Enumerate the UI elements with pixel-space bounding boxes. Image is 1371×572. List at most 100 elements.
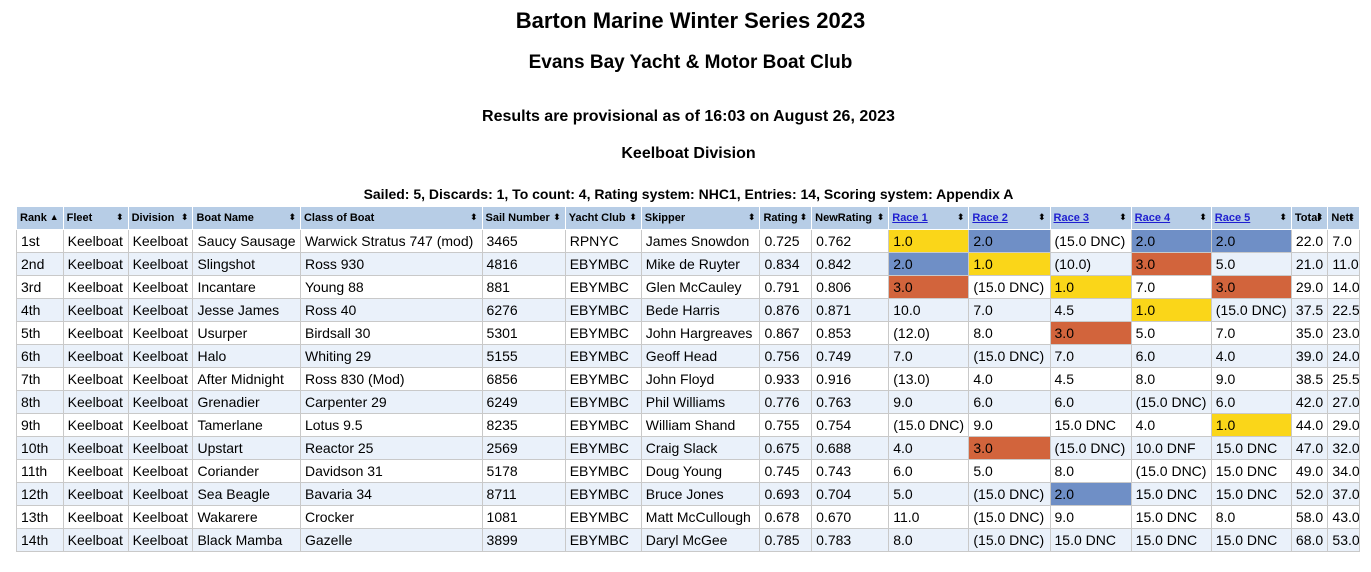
column-header-race-2[interactable]: Race 2 ⬍ [968, 206, 1051, 230]
sort-icon[interactable]: ⬍ [1279, 212, 1287, 222]
cell-race-5: 9.0 [1210, 367, 1292, 391]
cell-boat: Sea Beagle [192, 482, 301, 506]
cell-race-3: 8.0 [1049, 459, 1132, 483]
table-row: 2nd Keelboat Keelboat Slingshot Ross 930 4816… [16, 252, 1360, 276]
cell-club: RPNYC [564, 229, 642, 253]
cell-race-3: 3.0 [1049, 321, 1132, 345]
cell-boat: Incantare [192, 275, 301, 299]
race-link[interactable]: Race 2 [972, 212, 1008, 224]
race-link[interactable]: Race 3 [1053, 212, 1089, 224]
sort-icon[interactable]: ⬍ [1037, 212, 1046, 222]
cell-newrating: 0.783 [811, 528, 890, 552]
column-header-sail-number[interactable]: Sail Number ⬍ [481, 206, 566, 230]
cell-race-1: (15.0 DNC) [888, 413, 970, 437]
column-header-race-5[interactable]: Race 5 ⬍ [1210, 206, 1292, 230]
cell-skipper: Daryl McGee [640, 528, 761, 552]
cell-total: 68.0 [1290, 528, 1329, 552]
sort-icon[interactable]: ⬍ [1347, 212, 1355, 222]
cell-division: Keelboat [127, 275, 194, 299]
cell-boat: Slingshot [192, 252, 301, 276]
sort-icon[interactable]: ⬍ [1199, 212, 1207, 222]
column-header-division[interactable]: Division ⬍ [127, 206, 194, 230]
cell-newrating: 0.743 [811, 459, 890, 483]
cell-fleet: Keelboat [62, 275, 129, 299]
cell-race-3: 4.5 [1049, 367, 1132, 391]
sort-icon[interactable]: ⬍ [1315, 212, 1324, 222]
column-header-race-4[interactable]: Race 4 ⬍ [1130, 206, 1212, 230]
cell-total: 47.0 [1290, 436, 1329, 460]
cell-race-5: 8.0 [1210, 505, 1292, 529]
column-header-fleet[interactable]: Fleet ⬍ [62, 206, 129, 230]
sort-icon[interactable]: ⬍ [629, 212, 637, 222]
cell-class: Crocker [299, 505, 483, 529]
column-label: Boat Name [196, 212, 254, 224]
sort-icon[interactable]: ⬍ [799, 212, 808, 222]
column-header-rank[interactable]: Rank ▲ [16, 206, 64, 230]
cell-class: Birdsall 30 [299, 321, 483, 345]
cell-division: Keelboat [127, 298, 194, 322]
cell-rank: 5th [16, 321, 64, 345]
cell-race-3: 15.0 DNC [1049, 413, 1132, 437]
table-row: 8th Keelboat Keelboat Grenadier Carpenter 29… [16, 390, 1360, 414]
cell-division: Keelboat [127, 229, 194, 253]
cell-rank: 4th [16, 298, 64, 322]
cell-race-2: 3.0 [968, 436, 1051, 460]
race-link[interactable]: Race 4 [1134, 212, 1171, 224]
sort-icon[interactable]: ⬍ [180, 212, 189, 222]
column-header-race-1[interactable]: Race 1 ⬍ [888, 206, 970, 230]
cell-rank: 1st [16, 229, 64, 253]
cell-total: 29.0 [1290, 275, 1329, 299]
cell-race-2: 2.0 [968, 229, 1051, 253]
sort-icon[interactable]: ⬍ [876, 212, 885, 222]
cell-class: Warwick Stratus 747 (mod) [299, 229, 483, 253]
race-link[interactable]: Race 1 [892, 212, 928, 224]
sort-icon[interactable]: ⬍ [470, 212, 478, 222]
column-header-total[interactable]: Total ⬍ [1290, 206, 1329, 230]
cell-skipper: William Shand [640, 413, 761, 437]
cell-class: Lotus 9.5 [299, 413, 483, 437]
sort-ascending-icon[interactable]: ▲ [49, 212, 59, 222]
sort-icon[interactable]: ⬍ [116, 212, 124, 222]
column-header-yacht-club[interactable]: Yacht Club ⬍ [564, 206, 642, 230]
cell-club: EBYMBC [564, 459, 642, 483]
sort-icon[interactable]: ⬍ [1119, 212, 1127, 222]
cell-rating: 0.776 [759, 390, 813, 414]
sort-icon[interactable]: ⬍ [956, 212, 965, 222]
cell-class: Carpenter 29 [299, 390, 483, 414]
cell-boat: After Midnight [192, 367, 301, 391]
cell-newrating: 0.871 [811, 298, 890, 322]
cell-fleet: Keelboat [62, 252, 129, 276]
sort-icon[interactable]: ⬍ [747, 212, 756, 222]
cell-sail: 8711 [481, 482, 566, 506]
table-row: 7th Keelboat Keelboat After Midnight Ross 83… [16, 367, 1360, 391]
table-row: 14th Keelboat Keelboat Black Mamba Gazelle 38… [16, 528, 1360, 552]
cell-total: 39.0 [1290, 344, 1329, 368]
column-header-nett[interactable]: Nett ⬍ [1327, 206, 1360, 230]
cell-fleet: Keelboat [62, 413, 129, 437]
cell-race-4: 2.0 [1130, 229, 1212, 253]
column-header-race-3[interactable]: Race 3 ⬍ [1049, 206, 1132, 230]
sort-icon[interactable]: ⬍ [288, 212, 296, 222]
cell-race-1: 5.0 [888, 482, 970, 506]
cell-race-2: 9.0 [968, 413, 1051, 437]
cell-rating: 0.725 [759, 229, 813, 253]
column-header-class-of-boat[interactable]: Class of Boat ⬍ [299, 206, 483, 230]
race-link[interactable]: Race 5 [1214, 212, 1251, 224]
cell-fleet: Keelboat [62, 436, 129, 460]
column-header-boat-name[interactable]: Boat Name ⬍ [192, 206, 301, 230]
column-header-newrating[interactable]: NewRating ⬍ [811, 206, 890, 230]
cell-boat: Coriander [192, 459, 301, 483]
column-label: Nett [1331, 212, 1353, 224]
cell-nett: 14.0 [1327, 275, 1360, 299]
column-header-rating[interactable]: Rating ⬍ [759, 206, 813, 230]
cell-race-1: 1.0 [888, 229, 970, 253]
cell-nett: 53.0 [1327, 528, 1360, 552]
column-label: Sail Number [485, 212, 550, 224]
series-summary: Sailed: 5, Discards: 1, To count: 4, Rat… [363, 186, 1014, 202]
column-header-skipper[interactable]: Skipper ⬍ [640, 206, 761, 230]
cell-fleet: Keelboat [62, 321, 129, 345]
sort-icon[interactable]: ⬍ [553, 212, 561, 222]
cell-rank: 7th [16, 367, 64, 391]
cell-race-5: 15.0 DNC [1210, 482, 1292, 506]
cell-race-3: (15.0 DNC) [1049, 229, 1132, 253]
